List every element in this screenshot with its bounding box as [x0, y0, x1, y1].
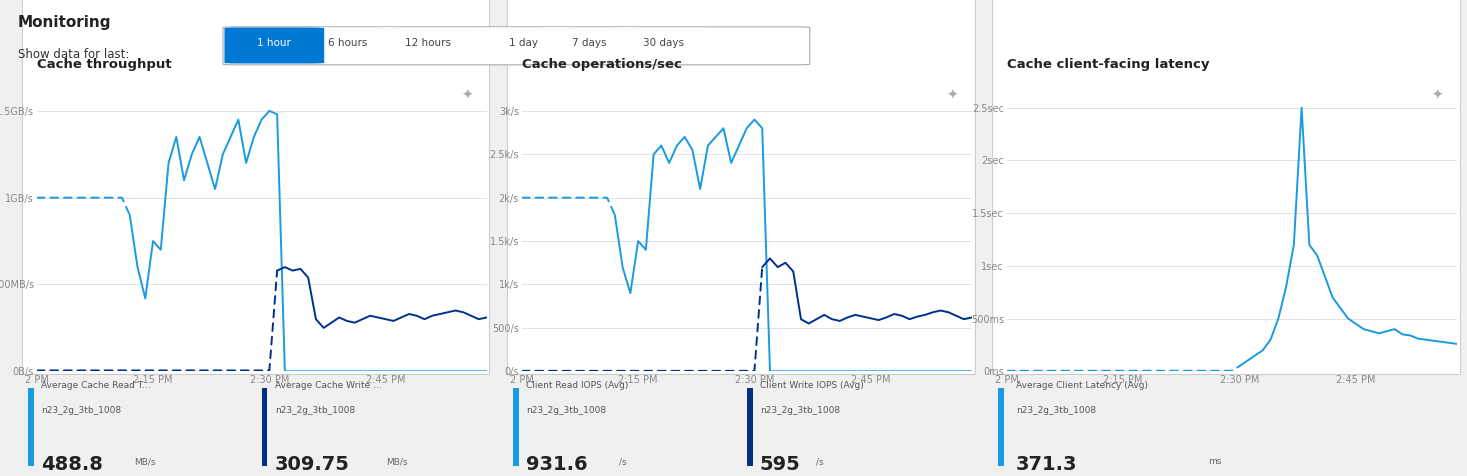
Text: 1 day: 1 day	[509, 38, 538, 48]
Text: Average Client Latency (Avg): Average Client Latency (Avg)	[1017, 381, 1147, 390]
Text: 12 hours: 12 hours	[405, 38, 452, 48]
FancyBboxPatch shape	[378, 28, 478, 63]
Text: 371.3: 371.3	[1017, 455, 1077, 474]
Text: Client Read IOPS (Avg): Client Read IOPS (Avg)	[527, 381, 628, 390]
Text: Cache client-facing latency: Cache client-facing latency	[1006, 58, 1209, 71]
Text: Client Write IOPS (Avg): Client Write IOPS (Avg)	[760, 381, 864, 390]
Text: n23_2g_3tb_1008: n23_2g_3tb_1008	[527, 406, 606, 415]
Text: /s: /s	[816, 457, 823, 466]
Text: Monitoring: Monitoring	[18, 15, 111, 30]
Text: Cache throughput: Cache throughput	[37, 58, 172, 71]
Text: n23_2g_3tb_1008: n23_2g_3tb_1008	[1017, 406, 1096, 415]
FancyBboxPatch shape	[298, 28, 398, 63]
Text: /s: /s	[619, 457, 626, 466]
Text: ✦: ✦	[1432, 88, 1444, 102]
Text: 931.6: 931.6	[527, 455, 588, 474]
Text: Show data for last:: Show data for last:	[18, 48, 129, 61]
Text: 488.8: 488.8	[41, 455, 103, 474]
Text: n23_2g_3tb_1008: n23_2g_3tb_1008	[760, 406, 841, 415]
Text: 6 hours: 6 hours	[329, 38, 367, 48]
Text: ✦: ✦	[946, 88, 958, 102]
Text: 309.75: 309.75	[274, 455, 349, 474]
Text: n23_2g_3tb_1008: n23_2g_3tb_1008	[274, 406, 355, 415]
Text: MB/s: MB/s	[133, 457, 156, 466]
FancyBboxPatch shape	[540, 28, 640, 63]
FancyBboxPatch shape	[474, 28, 574, 63]
Text: Average Cache Write ...: Average Cache Write ...	[274, 381, 381, 390]
Text: MB/s: MB/s	[386, 457, 408, 466]
Text: 7 days: 7 days	[572, 38, 607, 48]
Text: Average Cache Read T...: Average Cache Read T...	[41, 381, 151, 390]
Text: 1 hour: 1 hour	[257, 38, 292, 48]
Text: n23_2g_3tb_1008: n23_2g_3tb_1008	[41, 406, 122, 415]
Text: ms: ms	[1209, 457, 1222, 466]
Text: 30 days: 30 days	[643, 38, 684, 48]
FancyBboxPatch shape	[223, 27, 810, 65]
FancyBboxPatch shape	[224, 28, 324, 63]
Text: ✦: ✦	[462, 88, 474, 102]
Text: Cache operations/sec: Cache operations/sec	[522, 58, 682, 71]
FancyBboxPatch shape	[613, 28, 713, 63]
Text: 595: 595	[760, 455, 801, 474]
